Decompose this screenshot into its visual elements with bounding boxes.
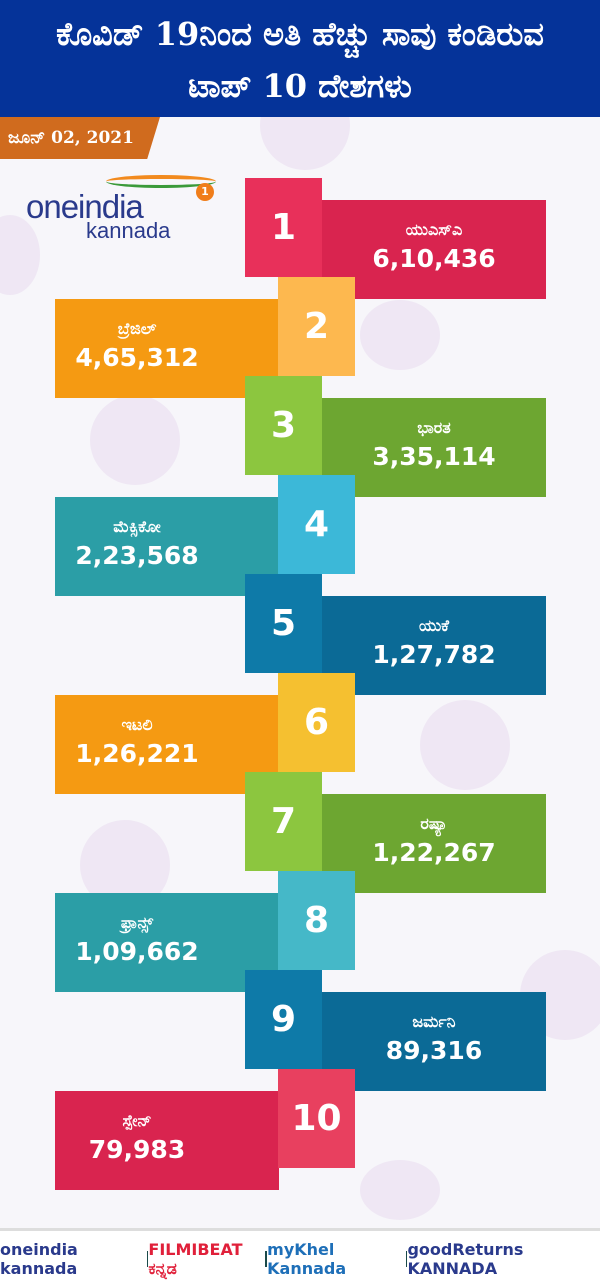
country-name: ಬ್ರೆಜಿಲ್	[117, 319, 157, 338]
death-count: 1,26,221	[75, 739, 199, 768]
rank-box: 6	[278, 673, 355, 772]
rank-box: 8	[278, 871, 355, 970]
country-name: ಜರ್ಮನಿ	[412, 1012, 456, 1031]
country-label-box: ಜರ್ಮನಿ 89,316	[322, 992, 546, 1091]
rank-box: 5	[245, 574, 322, 673]
death-count: 1,09,662	[75, 937, 199, 966]
country-label-box: ರಷ್ಯಾ 1,22,267	[322, 794, 546, 893]
virus-decoration	[360, 300, 440, 370]
virus-decoration	[90, 395, 180, 485]
rank-box: 2	[278, 277, 355, 376]
page-title: ಕೊವಿಡ್ 19ನಿಂದ ಅತಿ ಹೆಚ್ಚು ಸಾವು ಕಂಡಿರುವ ಟಾ…	[0, 0, 600, 117]
country-label-box: ಮೆಕ್ಸಿಕೋ 2,23,568	[55, 497, 279, 596]
country-label-box: ಭಾರತ 3,35,114	[322, 398, 546, 497]
rank-box: 3	[245, 376, 322, 475]
logo-brand: oneindia	[26, 188, 144, 225]
death-count: 4,65,312	[75, 343, 199, 372]
country-label-box: ಬ್ರೆಜಿಲ್ 4,65,312	[55, 299, 279, 398]
country-label-box: ಫ್ರಾನ್ಸ್ 1,09,662	[55, 893, 279, 992]
country-name: ರಷ್ಯಾ	[420, 814, 448, 833]
footer-filmibeat[interactable]: FILMIBEAT ಕನ್ನಡ	[148, 1239, 243, 1278]
virus-decoration	[360, 1160, 440, 1220]
country-name: ಭಾರತ	[417, 418, 451, 437]
death-count: 89,316	[385, 1036, 483, 1065]
virus-decoration	[420, 700, 510, 790]
divider	[405, 1251, 408, 1267]
country-label-box: ಯುಕೆ 1,27,782	[322, 596, 546, 695]
footer-mykhel[interactable]: myKhel Kannada	[267, 1240, 347, 1278]
country-label-box: ಯುಎಸ್ಎ 6,10,436	[322, 200, 546, 299]
title-line-1: ಕೊವಿಡ್ 19ನಿಂದ ಅತಿ ಹೆಚ್ಚು ಸಾವು ಕಂಡಿರುವ	[56, 15, 544, 53]
title-line-2: ಟಾಪ್ 10 ದೇಶಗಳು	[188, 67, 412, 105]
logo-sub: kannada	[86, 218, 171, 243]
death-count: 2,23,568	[75, 541, 199, 570]
country-name: ಯುಎಸ್ಎ	[405, 220, 463, 239]
rank-box: 9	[245, 970, 322, 1069]
footer-goodreturns[interactable]: goodReturns KANNADA	[407, 1240, 524, 1278]
country-name: ಸ್ಪೇನ್	[122, 1111, 152, 1130]
divider	[146, 1251, 149, 1267]
logo-badge-icon: 1	[196, 183, 214, 201]
footer-brands: oneindia kannada FILMIBEAT ಕನ್ನಡ myKhel …	[0, 1228, 600, 1284]
death-count: 3,35,114	[372, 442, 496, 471]
rank-box: 10	[278, 1069, 355, 1168]
country-name: ಇಟಲಿ	[121, 715, 153, 734]
footer-oneindia[interactable]: oneindia kannada	[0, 1240, 78, 1278]
divider	[265, 1251, 268, 1267]
rank-box: 7	[245, 772, 322, 871]
country-name: ಯುಕೆ	[418, 616, 450, 635]
rank-box: 4	[278, 475, 355, 574]
country-name: ಮೆಕ್ಸಿಕೋ	[113, 517, 161, 536]
country-name: ಫ್ರಾನ್ಸ್	[120, 913, 154, 932]
date-badge: ಜೂನ್ 02, 2021	[0, 117, 160, 159]
country-label-box: ಸ್ಪೇನ್ 79,983	[55, 1091, 279, 1190]
death-count: 79,983	[88, 1135, 186, 1164]
death-count: 1,22,267	[372, 838, 496, 867]
death-count: 6,10,436	[372, 244, 496, 273]
country-label-box: ಇಟಲಿ 1,26,221	[55, 695, 279, 794]
flag-stripe-icon	[106, 175, 216, 188]
death-count: 1,27,782	[372, 640, 496, 669]
rank-box: 1	[245, 178, 322, 277]
oneindia-logo: oneindia kannada	[26, 175, 216, 244]
